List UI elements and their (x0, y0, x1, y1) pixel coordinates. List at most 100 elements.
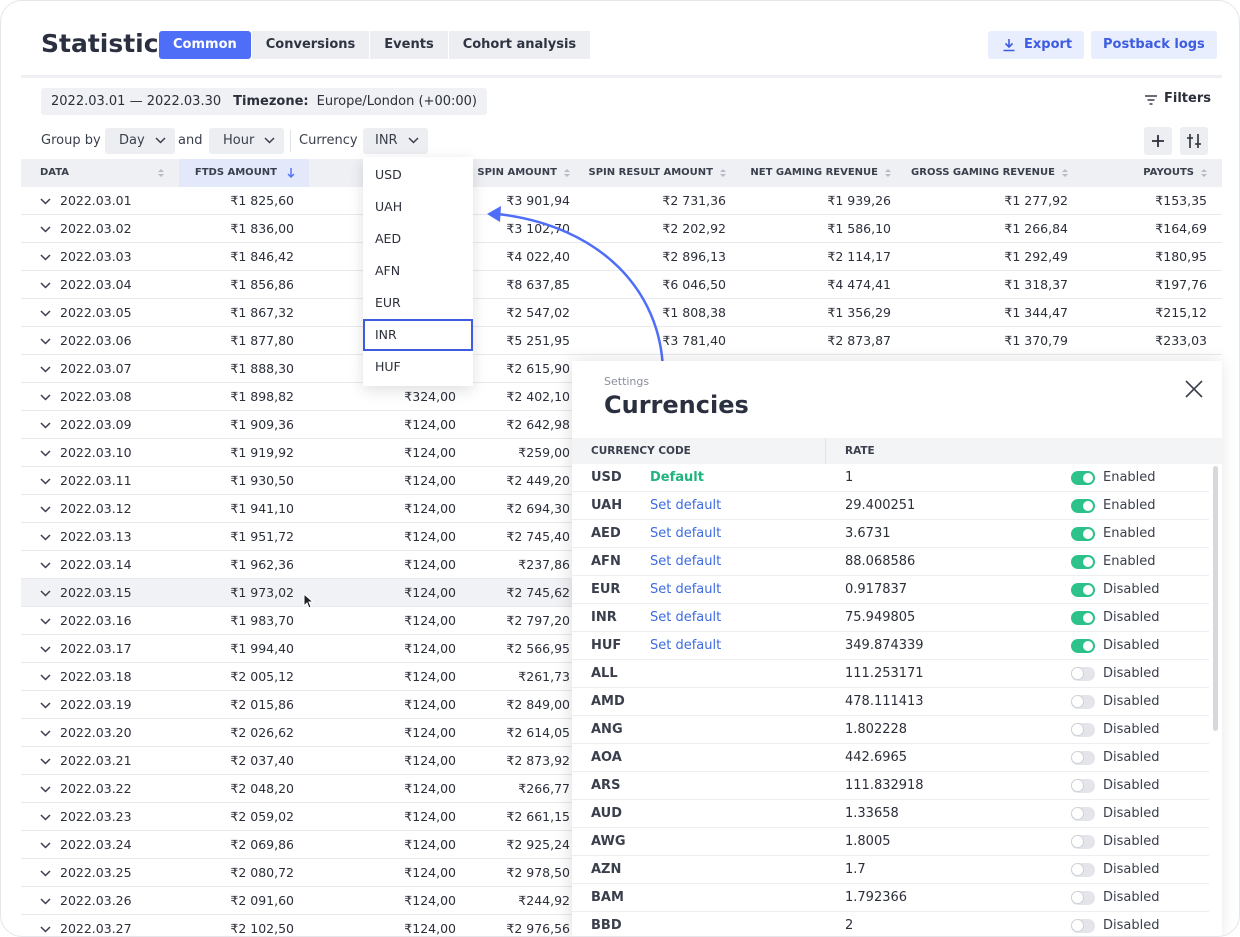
toggle[interactable] (1071, 527, 1095, 541)
toggle[interactable] (1071, 611, 1095, 625)
column-header[interactable]: GROSS GAMING REVENUE (906, 159, 1083, 187)
expand-chevron[interactable] (40, 786, 51, 793)
currency-option[interactable]: AED (375, 231, 402, 246)
table-row[interactable]: 2022.03.03 ₹1 846,42 ₹4 022,40 ₹2 896,13 ₹2 … (21, 243, 1222, 271)
set-default-link[interactable]: Set default (650, 554, 722, 569)
toggle[interactable] (1071, 835, 1095, 849)
filters-button[interactable]: Filters (1144, 91, 1211, 106)
table-row[interactable]: 2022.03.05 ₹1 867,32 ₹2 547,02 ₹1 808,38 ₹1 … (21, 299, 1222, 327)
expand-chevron[interactable] (40, 534, 51, 541)
currency-code: AUD (591, 806, 623, 821)
set-default-link[interactable]: Set default (650, 638, 722, 653)
currency-option[interactable]: USD (375, 167, 402, 182)
sort-icon[interactable] (884, 167, 892, 179)
toggle[interactable] (1071, 555, 1095, 569)
expand-chevron[interactable] (40, 254, 51, 261)
toggle[interactable] (1071, 807, 1095, 821)
sort-icon[interactable] (563, 167, 571, 179)
divider (825, 438, 826, 464)
column-header[interactable]: PAYOUTS (1083, 159, 1222, 187)
export-button[interactable]: Export (988, 31, 1085, 59)
expand-chevron[interactable] (40, 646, 51, 653)
tab[interactable]: Conversions (251, 31, 370, 59)
expand-chevron[interactable] (40, 730, 51, 737)
expand-chevron[interactable] (40, 366, 51, 373)
toggle[interactable] (1071, 891, 1095, 905)
currency-option[interactable]: AFN (375, 263, 401, 278)
toggle[interactable] (1071, 499, 1095, 513)
table-row[interactable]: 2022.03.06 ₹1 877,80 ₹5 251,95 ₹3 781,40 ₹2 … (21, 327, 1222, 355)
toggle[interactable] (1071, 919, 1095, 933)
set-default-link[interactable]: Default (650, 470, 704, 485)
expand-chevron[interactable] (40, 478, 51, 485)
expand-chevron[interactable] (40, 618, 51, 625)
date-cell: 2022.03.05 (60, 305, 132, 320)
currency-status: Disabled (1103, 862, 1160, 877)
toggle[interactable] (1071, 667, 1095, 681)
column-header[interactable]: NET GAMING REVENUE (741, 159, 906, 187)
columns-button[interactable] (1180, 127, 1208, 155)
toggle[interactable] (1071, 779, 1095, 793)
expand-chevron[interactable] (40, 590, 51, 597)
add-button[interactable] (1144, 127, 1172, 155)
set-default-link[interactable]: Set default (650, 610, 722, 625)
expand-chevron[interactable] (40, 674, 51, 681)
column-header[interactable]: SPIN AMOUNT (471, 159, 585, 187)
expand-chevron[interactable] (40, 310, 51, 317)
expand-chevron[interactable] (40, 282, 51, 289)
sort-icon[interactable] (719, 167, 727, 179)
close-button[interactable] (1184, 379, 1204, 399)
expand-chevron[interactable] (40, 450, 51, 457)
sort-icon[interactable] (287, 167, 295, 179)
expand-chevron[interactable] (40, 198, 51, 205)
set-default-link[interactable]: Set default (650, 526, 722, 541)
toggle[interactable] (1071, 695, 1095, 709)
expand-chevron[interactable] (40, 422, 51, 429)
expand-chevron[interactable] (40, 870, 51, 877)
toggle[interactable] (1071, 723, 1095, 737)
currency-select[interactable]: INR (363, 128, 428, 154)
expand-chevron[interactable] (40, 702, 51, 709)
column-header[interactable]: SPIN RESULT AMOUNT (585, 159, 741, 187)
expand-chevron[interactable] (40, 562, 51, 569)
currency-option[interactable]: HUF (375, 359, 401, 374)
sort-icon[interactable] (1061, 167, 1069, 179)
sort-icon[interactable] (1200, 167, 1208, 179)
value-cell: ₹2 026,62 (230, 725, 294, 740)
toggle[interactable] (1071, 639, 1095, 653)
toggle[interactable] (1071, 751, 1095, 765)
toggle[interactable] (1071, 583, 1095, 597)
set-default-link[interactable]: Set default (650, 498, 722, 513)
column-header[interactable]: DATA (21, 159, 179, 187)
column-header[interactable]: FTDS AMOUNT (179, 159, 309, 187)
toggle[interactable] (1071, 863, 1095, 877)
sort-icon[interactable] (157, 167, 165, 179)
expand-chevron[interactable] (40, 814, 51, 821)
tab[interactable]: Events (370, 31, 448, 59)
expand-chevron[interactable] (40, 226, 51, 233)
expand-chevron[interactable] (40, 758, 51, 765)
table-row[interactable]: 2022.03.02 ₹1 836,00 ₹3 102,70 ₹2 202,92 ₹1 … (21, 215, 1222, 243)
expand-chevron[interactable] (40, 394, 51, 401)
date-filter[interactable]: 2022.03.01 — 2022.03.30 Timezone: Europe… (41, 88, 487, 115)
currency-option[interactable]: EUR (375, 295, 401, 310)
expand-chevron[interactable] (40, 842, 51, 849)
then-by-select[interactable]: Hour (209, 128, 285, 154)
tab[interactable]: Common (159, 31, 251, 59)
currency-option[interactable]: INR (363, 319, 473, 351)
set-default-link[interactable]: Set default (650, 582, 722, 597)
expand-chevron[interactable] (40, 926, 51, 933)
currency-option[interactable]: UAH (375, 199, 403, 214)
expand-chevron[interactable] (40, 506, 51, 513)
toggle[interactable] (1071, 471, 1095, 485)
table-row[interactable]: 2022.03.27 ₹2 102,50 ₹124,00 ₹2 976,56 (21, 915, 1222, 936)
expand-chevron[interactable] (40, 898, 51, 905)
table-row[interactable]: 2022.03.04 ₹1 856,86 ₹8 637,85 ₹6 046,50 ₹4 … (21, 271, 1222, 299)
expand-chevron[interactable] (40, 338, 51, 345)
postback-logs-button[interactable]: Postback logs (1091, 31, 1217, 59)
group-by-select[interactable]: Day (105, 128, 175, 154)
table-row[interactable]: 2022.03.01 ₹1 825,60 ₹3 901,94 ₹2 731,36 ₹1 … (21, 187, 1222, 215)
tab[interactable]: Cohort analysis (448, 31, 591, 59)
value-cell: ₹2 896,13 (662, 249, 726, 264)
scrollbar[interactable] (1213, 466, 1218, 731)
